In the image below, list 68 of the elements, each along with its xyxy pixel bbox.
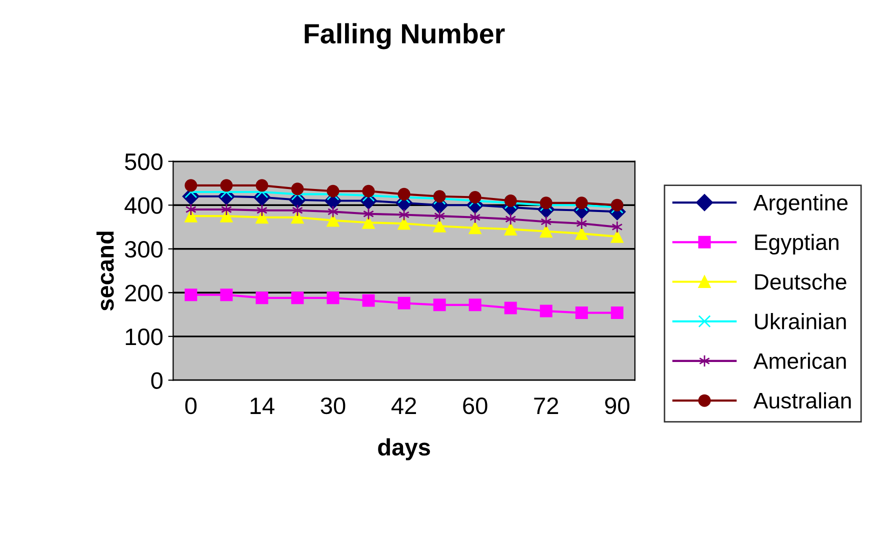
point bbox=[362, 294, 375, 307]
point bbox=[610, 306, 624, 320]
point bbox=[184, 288, 198, 302]
y-tick-label: 100 bbox=[126, 328, 163, 346]
point bbox=[610, 230, 624, 243]
x-tick-label: 0 bbox=[185, 397, 197, 414]
point bbox=[612, 220, 623, 234]
point bbox=[291, 292, 304, 304]
point bbox=[256, 179, 268, 192]
x-tick-label: 42 bbox=[391, 397, 416, 414]
point bbox=[504, 194, 517, 207]
x-tick-label: 60 bbox=[463, 397, 488, 414]
point bbox=[504, 196, 517, 210]
point bbox=[540, 225, 552, 238]
point bbox=[256, 292, 268, 304]
y-tick-label: 500 bbox=[124, 153, 163, 170]
point bbox=[291, 211, 304, 224]
point bbox=[220, 288, 233, 302]
point bbox=[504, 222, 517, 236]
point bbox=[505, 212, 516, 226]
legend-label: Egyptian bbox=[755, 234, 838, 255]
point bbox=[398, 296, 410, 310]
point bbox=[540, 216, 552, 228]
point bbox=[470, 211, 481, 224]
point bbox=[434, 210, 446, 222]
point bbox=[398, 217, 410, 230]
point bbox=[362, 184, 375, 198]
legend-label: Ukrainian bbox=[755, 313, 846, 330]
point bbox=[398, 188, 410, 200]
point bbox=[326, 292, 340, 304]
point bbox=[220, 210, 233, 222]
y-axis-title: secand bbox=[96, 232, 114, 311]
point bbox=[468, 191, 482, 204]
y-tick-label: 400 bbox=[124, 197, 163, 214]
x-tick-label: 14 bbox=[250, 398, 274, 414]
point bbox=[576, 217, 588, 230]
point bbox=[468, 298, 482, 312]
x-tick-label: 90 bbox=[605, 397, 630, 414]
point bbox=[433, 298, 446, 312]
chart-title: Falling Number bbox=[304, 23, 505, 50]
legend-label: Argentine bbox=[753, 194, 848, 215]
point bbox=[326, 214, 340, 227]
point bbox=[504, 302, 517, 314]
point bbox=[362, 216, 375, 229]
point bbox=[220, 179, 233, 192]
point bbox=[184, 210, 198, 222]
point bbox=[575, 306, 588, 320]
point bbox=[184, 179, 198, 192]
y-tick-label: 300 bbox=[124, 240, 163, 258]
y-tick-label: 0 bbox=[151, 372, 163, 389]
x-tick-label: 72 bbox=[534, 397, 558, 414]
point bbox=[185, 203, 196, 216]
point bbox=[291, 182, 304, 196]
point bbox=[468, 222, 482, 234]
point bbox=[256, 211, 268, 224]
legend-label: Deutsche bbox=[755, 273, 846, 290]
x-tick-label: 30 bbox=[320, 397, 346, 414]
point bbox=[220, 203, 232, 216]
point bbox=[326, 184, 340, 198]
point bbox=[540, 304, 552, 318]
point bbox=[575, 227, 588, 240]
point bbox=[610, 198, 624, 212]
legend-label: American bbox=[753, 352, 846, 369]
point bbox=[433, 220, 446, 232]
point bbox=[610, 201, 624, 214]
legend-label: Australian bbox=[753, 392, 851, 409]
y-tick-label: 200 bbox=[125, 284, 163, 302]
x-axis-title: days bbox=[378, 438, 430, 460]
